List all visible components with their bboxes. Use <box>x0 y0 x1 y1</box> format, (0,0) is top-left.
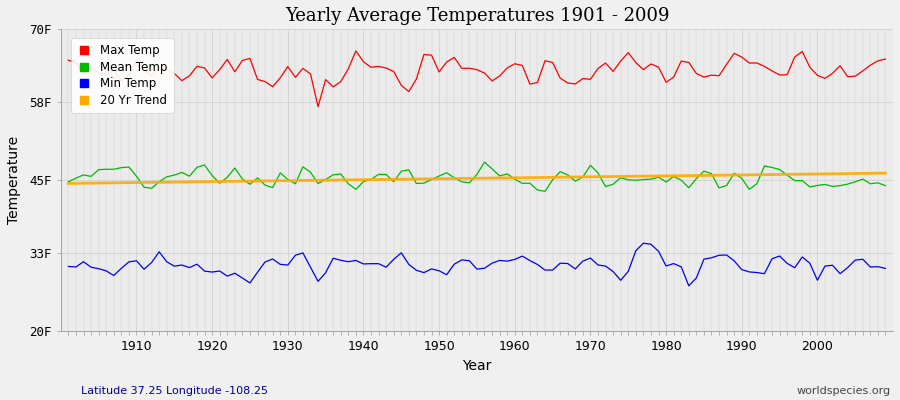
Legend: Max Temp, Mean Temp, Min Temp, 20 Yr Trend: Max Temp, Mean Temp, Min Temp, 20 Yr Tre… <box>71 38 174 113</box>
Title: Yearly Average Temperatures 1901 - 2009: Yearly Average Temperatures 1901 - 2009 <box>284 7 670 25</box>
X-axis label: Year: Year <box>463 359 491 373</box>
Y-axis label: Temperature: Temperature <box>7 136 21 224</box>
Text: Latitude 37.25 Longitude -108.25: Latitude 37.25 Longitude -108.25 <box>81 386 268 396</box>
Text: worldspecies.org: worldspecies.org <box>796 386 891 396</box>
